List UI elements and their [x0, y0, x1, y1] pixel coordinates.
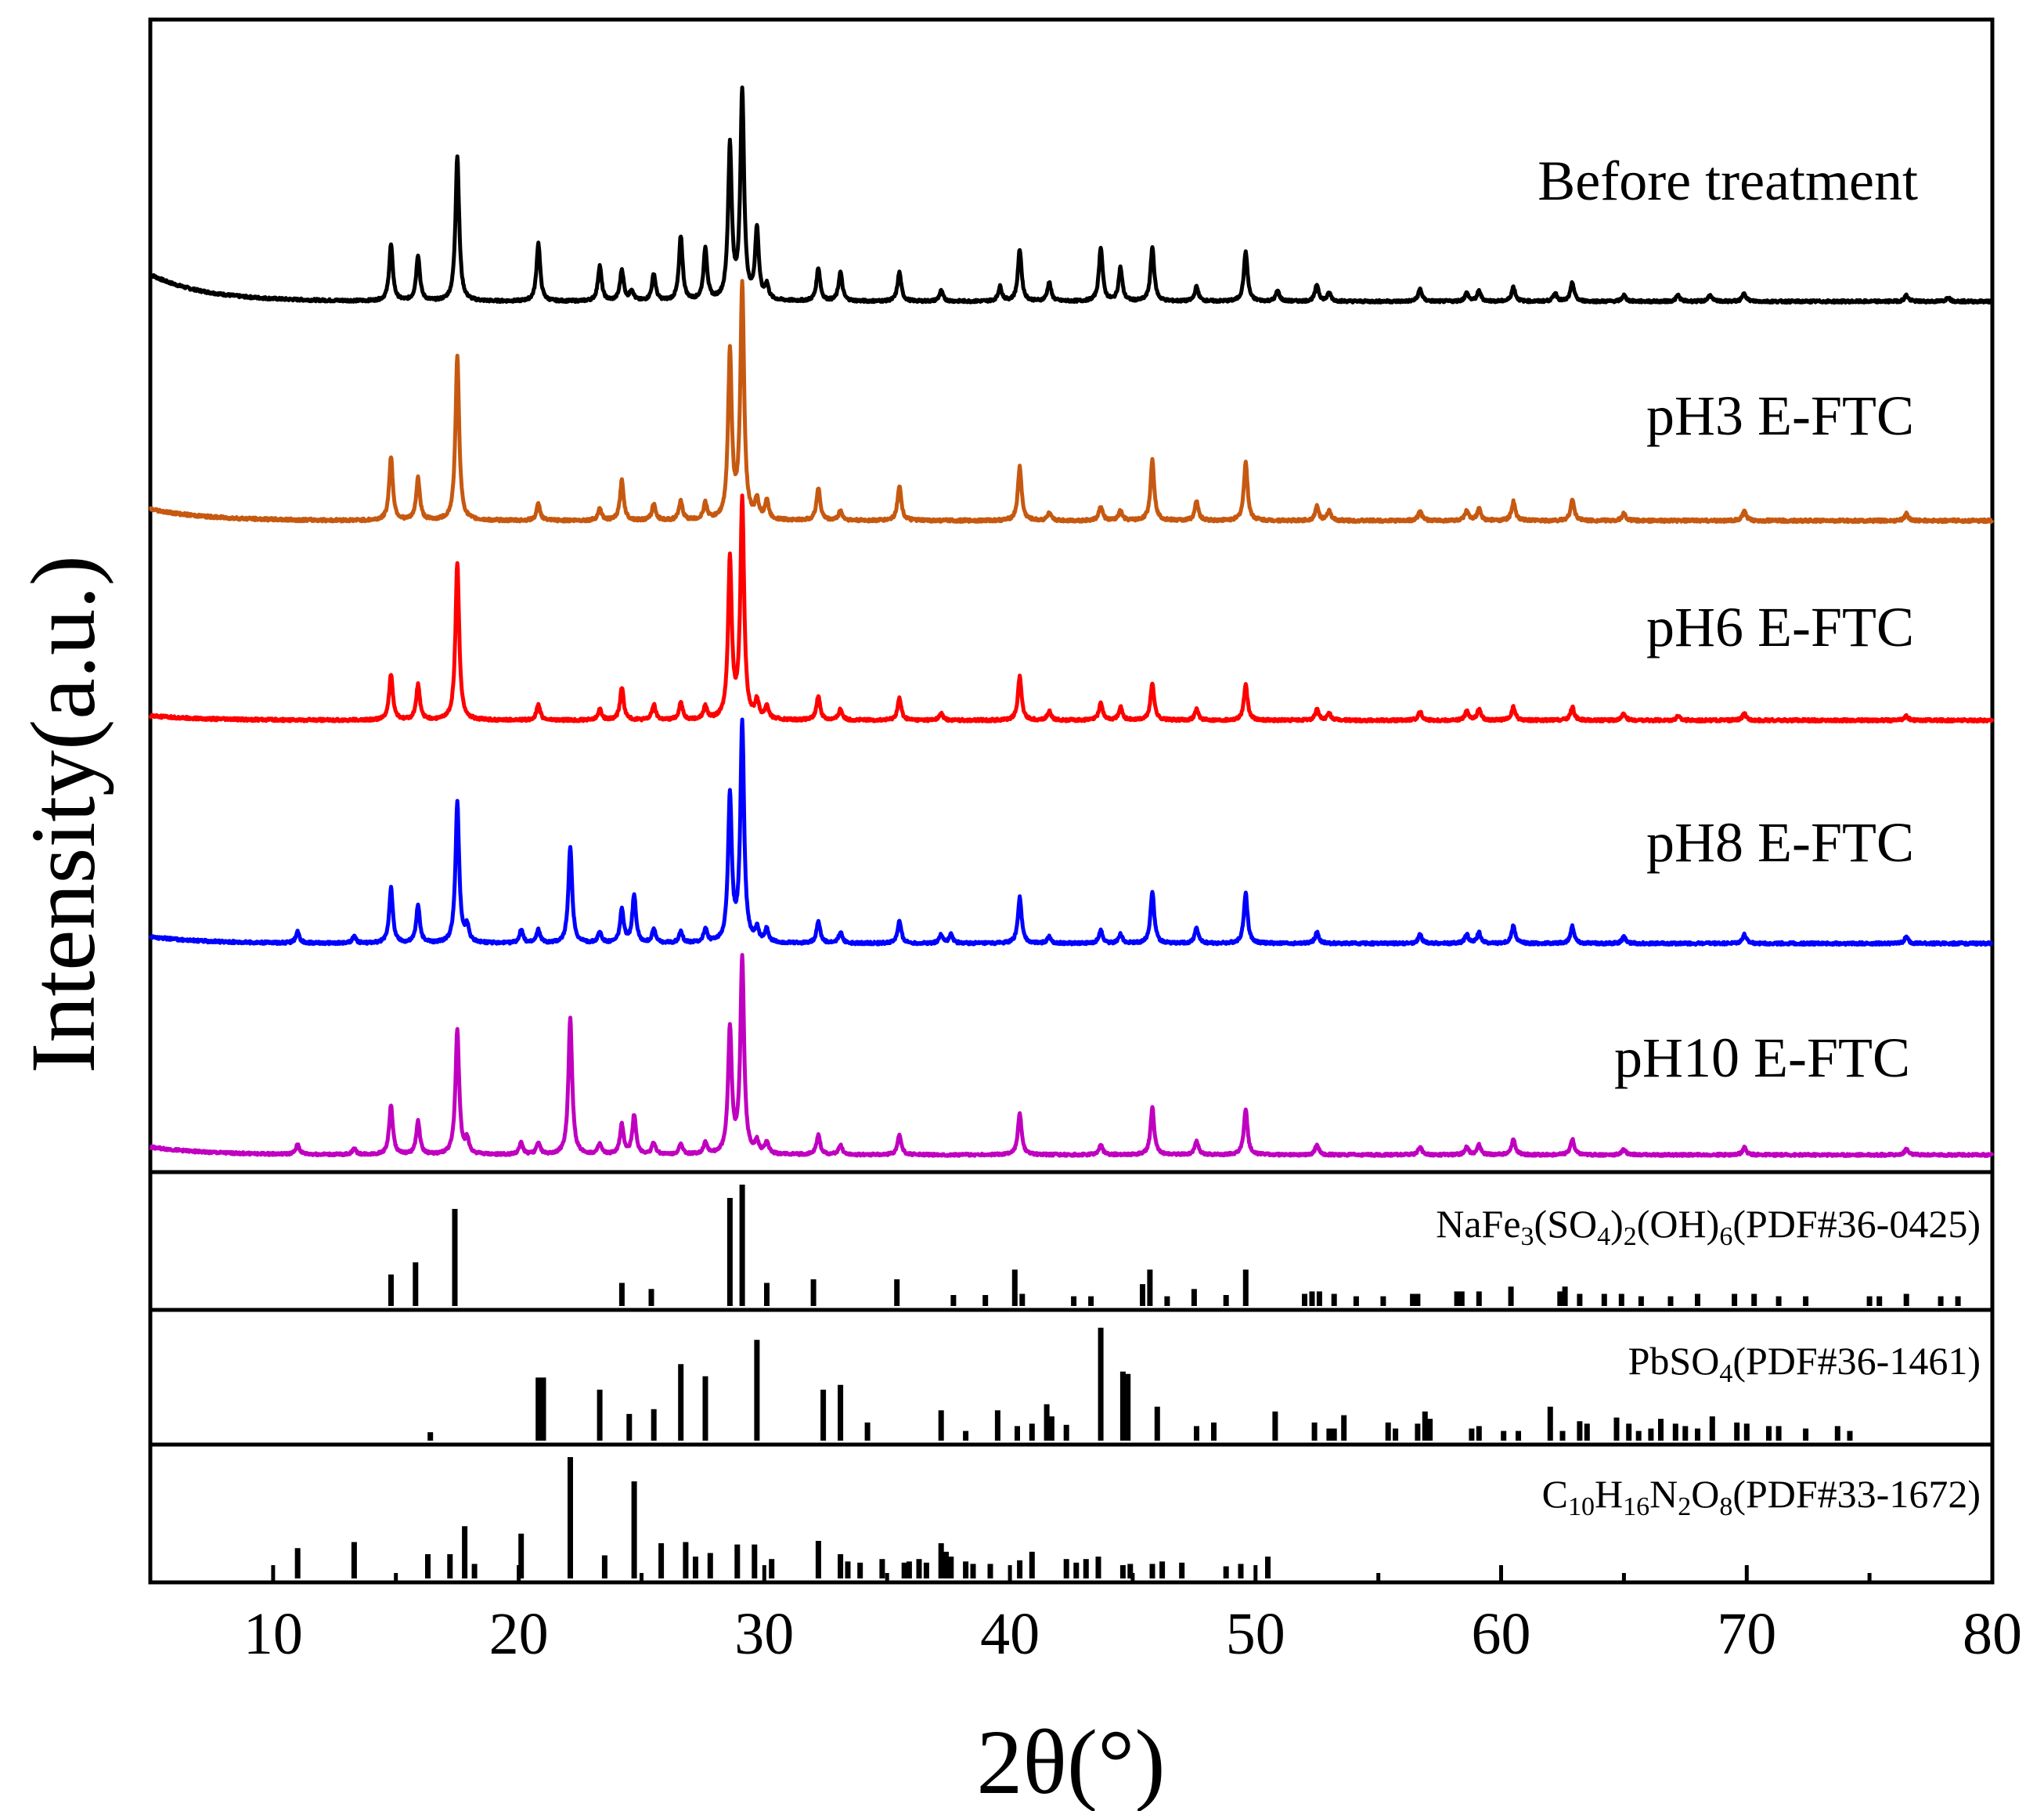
x-tick-label: 40 [980, 1601, 1040, 1667]
pattern-line [148, 493, 1995, 724]
x-tick-label: 10 [243, 1601, 303, 1667]
pattern-label: pH6 E-FTC [1646, 596, 1914, 658]
reference-label: PbSO4(PDF#36-1461) [1628, 1339, 1981, 1388]
reference-labels: NaFe3(SO4)2(OH)6(PDF#36-0425) PbSO4(PDF#3… [1436, 1202, 1981, 1521]
x-tick-label: 80 [1963, 1601, 2022, 1667]
x-tick-label: 50 [1226, 1601, 1285, 1667]
pattern-line [149, 85, 1994, 305]
x-tick-label: 20 [489, 1601, 549, 1667]
y-axis-title: Intensity(a.u.) [12, 555, 114, 1073]
x-axis-title: 2θ(°) [976, 1711, 1165, 1811]
reference-label: NaFe3(SO4)2(OH)6(PDF#36-0425) [1436, 1202, 1981, 1251]
plot-frame [148, 17, 1995, 1585]
x-axis: 10 20 30 40 50 60 70 80 [148, 1565, 2022, 1667]
reference-label: C10H16N2O8(PDF#33-1672) [1542, 1472, 1981, 1521]
pattern-labels: Before treatment pH3 E-FTC pH6 E-FTC pH8 E-… [1538, 150, 1918, 1089]
reference-patterns [294, 1185, 1961, 1578]
pattern-label: pH3 E-FTC [1646, 384, 1914, 447]
x-tick-label: 30 [734, 1601, 794, 1667]
pattern-label: pH8 E-FTC [1646, 811, 1914, 874]
pattern-label: pH10 E-FTC [1614, 1026, 1910, 1089]
pattern-line [149, 953, 1995, 1158]
pattern-line [148, 717, 1994, 947]
x-tick-label: 60 [1472, 1601, 1531, 1667]
xrd-patterns [148, 85, 1995, 1158]
x-tick-label: 70 [1717, 1601, 1776, 1667]
pattern-line [148, 279, 1995, 525]
pattern-label: Before treatment [1538, 150, 1918, 212]
